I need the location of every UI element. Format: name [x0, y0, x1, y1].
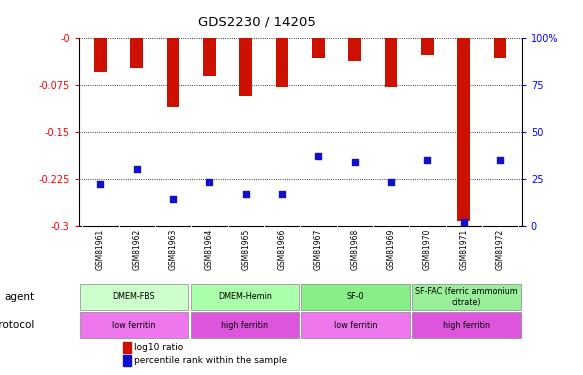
Point [96, 181, 105, 187]
Bar [167, 38, 180, 106]
Text: low ferritin: low ferritin [334, 321, 377, 330]
Text: GSM81966: GSM81966 [278, 228, 287, 270]
Text: GSM81971: GSM81971 [459, 228, 468, 270]
Text: GDS2230 / 14205: GDS2230 / 14205 [198, 15, 315, 28]
Text: low ferritin: low ferritin [113, 321, 156, 330]
Text: GSM81963: GSM81963 [168, 228, 178, 270]
Bar [385, 38, 398, 87]
FancyBboxPatch shape [80, 312, 188, 338]
FancyBboxPatch shape [191, 312, 299, 338]
Text: SF-FAC (ferric ammonium
citrate): SF-FAC (ferric ammonium citrate) [415, 287, 518, 307]
Point [387, 179, 396, 185]
Text: growth protocol: growth protocol [0, 320, 34, 330]
Point [132, 166, 142, 172]
Text: GSM81969: GSM81969 [387, 228, 395, 270]
Bar [349, 38, 361, 62]
Text: agent: agent [4, 292, 34, 302]
Text: GSM81967: GSM81967 [314, 228, 323, 270]
Bar [312, 38, 325, 58]
Text: high ferritin: high ferritin [222, 321, 268, 330]
FancyBboxPatch shape [80, 284, 188, 310]
Text: GSM81965: GSM81965 [241, 228, 250, 270]
Point [459, 219, 468, 225]
Text: DMEM-FBS: DMEM-FBS [113, 292, 156, 302]
Bar [123, 355, 131, 366]
Bar [131, 38, 143, 68]
Text: percentile rank within the sample: percentile rank within the sample [134, 356, 287, 365]
Text: GSM81961: GSM81961 [96, 228, 105, 270]
Point [350, 159, 359, 165]
Text: log10 ratio: log10 ratio [134, 343, 183, 352]
Text: SF-0: SF-0 [347, 292, 364, 302]
Bar [123, 342, 131, 353]
Point [168, 196, 178, 202]
Bar [240, 38, 252, 96]
Bar [276, 38, 289, 87]
Point [241, 191, 251, 197]
Point [314, 153, 323, 159]
FancyBboxPatch shape [191, 284, 299, 310]
Text: GSM81962: GSM81962 [132, 228, 141, 270]
Bar [203, 38, 216, 76]
Bar [421, 38, 434, 55]
Bar [457, 38, 470, 221]
Point [278, 191, 287, 197]
Text: GSM81964: GSM81964 [205, 228, 214, 270]
Bar [494, 38, 507, 58]
Point [423, 157, 432, 163]
Text: DMEM-Hemin: DMEM-Hemin [218, 292, 272, 302]
FancyBboxPatch shape [412, 284, 521, 310]
Text: GSM81968: GSM81968 [350, 228, 359, 270]
Text: high ferritin: high ferritin [443, 321, 490, 330]
Bar [94, 38, 107, 72]
Text: GSM81970: GSM81970 [423, 228, 432, 270]
Point [205, 179, 214, 185]
FancyBboxPatch shape [301, 284, 410, 310]
FancyBboxPatch shape [412, 312, 521, 338]
Text: GSM81972: GSM81972 [496, 228, 504, 270]
FancyBboxPatch shape [301, 312, 410, 338]
Point [496, 157, 505, 163]
